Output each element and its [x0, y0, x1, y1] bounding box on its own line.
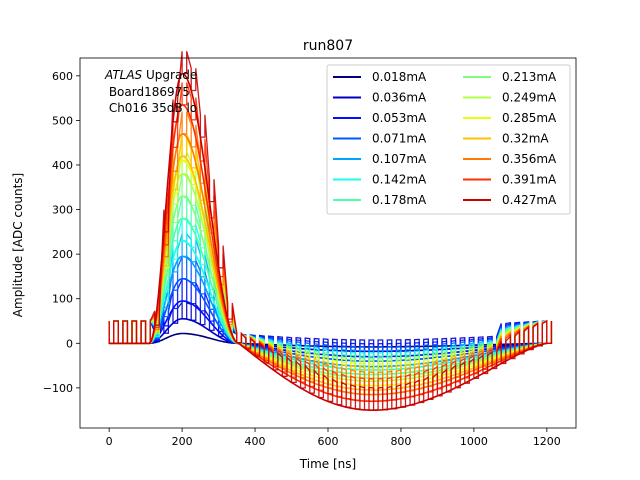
x-axis-label: Time [ns] — [299, 457, 356, 471]
y-axis: −100 0 100 200 300 400 500 600 — [43, 70, 80, 395]
x-tick-label: 800 — [390, 435, 411, 448]
legend-label: 0.213mA — [502, 70, 557, 84]
y-tick-label: 400 — [52, 159, 73, 172]
legend-label: 0.32mA — [502, 132, 549, 146]
x-tick-label: 400 — [245, 435, 266, 448]
y-tick-label: 100 — [52, 293, 73, 306]
y-tick-label: 200 — [52, 248, 73, 261]
legend-box — [326, 64, 571, 215]
legend-label: 0.071mA — [372, 132, 427, 146]
legend-label: 0.356mA — [502, 152, 557, 166]
atlas-annotation: ATLAS Upgrade Board186975 Ch016 35dB lo — [104, 68, 197, 115]
legend-label: 0.053mA — [372, 111, 427, 125]
y-tick-label: 600 — [52, 70, 73, 83]
y-tick-label: 500 — [52, 114, 73, 127]
y-axis-label: Amplitude [ADC counts] — [11, 173, 25, 317]
legend: 0.018mA 0.036mA 0.053mA 0.071mA 0.107mA 0.142… — [326, 64, 571, 215]
upgrade-label: Upgrade — [142, 68, 197, 82]
x-tick-label: 1200 — [533, 435, 561, 448]
y-tick-label: 300 — [52, 204, 73, 217]
x-tick-label: 600 — [318, 435, 339, 448]
chart-title: run807 — [303, 38, 353, 54]
series-layer — [108, 51, 553, 411]
legend-label: 0.107mA — [372, 152, 427, 166]
legend-label: 0.285mA — [502, 111, 557, 125]
legend-label: 0.178mA — [372, 193, 427, 207]
legend-label: 0.249mA — [502, 91, 557, 105]
x-axis: 0 200 400 600 800 1000 1200 — [106, 428, 561, 448]
series-samples — [108, 300, 553, 352]
legend-label: 0.427mA — [502, 193, 557, 207]
channel-label: Ch016 35dB lo — [105, 101, 197, 115]
series-samples — [108, 51, 553, 411]
svg-text:ATLAS Upgrade: ATLAS Upgrade — [104, 68, 197, 82]
board-label: Board186975 — [105, 85, 190, 99]
x-tick-label: 200 — [172, 435, 193, 448]
legend-label: 0.391mA — [502, 173, 557, 187]
legend-label: 0.142mA — [372, 173, 427, 187]
atlas-label: ATLAS — [104, 68, 143, 82]
x-tick-label: 1000 — [460, 435, 488, 448]
y-tick-label: 0 — [66, 337, 73, 350]
x-tick-label: 0 — [106, 435, 113, 448]
legend-label: 0.036mA — [372, 91, 427, 105]
y-tick-label: −100 — [43, 382, 73, 395]
legend-label: 0.018mA — [372, 70, 427, 84]
